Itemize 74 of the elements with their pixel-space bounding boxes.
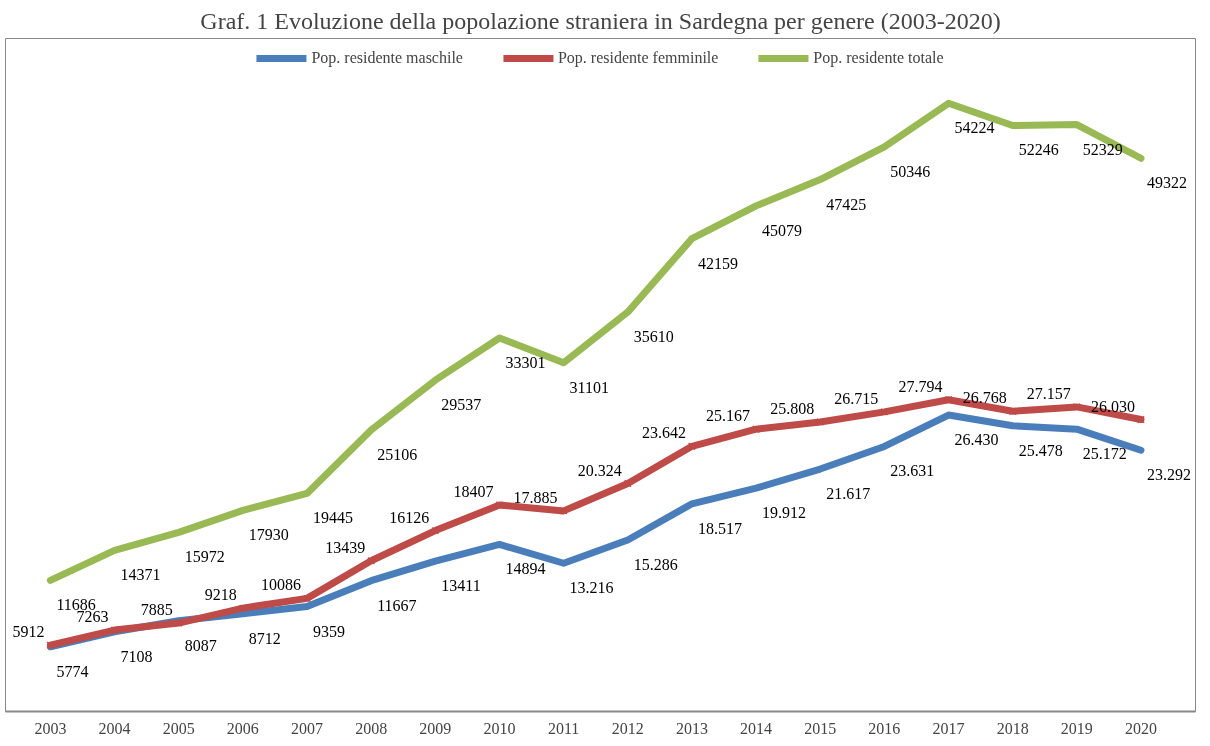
data-label: 8087 [184,636,217,654]
data-label: 47425 [826,195,867,213]
data-label: 52329 [1082,140,1123,158]
data-label: 26.715 [834,389,879,407]
data-label: 9218 [204,586,237,604]
data-label: 25.478 [1018,441,1063,459]
x-tick-label: 2004 [98,719,131,737]
data-label: 42159 [697,254,738,272]
data-label: 26.030 [1090,397,1135,415]
chart-title: Graf. 1 Evoluzione della popolazione straniera in Sardegna per genere (2003-2020) [200,7,1001,34]
legend-label: Pop. residente totale [813,49,944,67]
data-label: 25.172 [1082,445,1127,463]
legend-label: Pop. residente femminile [557,49,719,67]
data-label: 23.642 [641,424,686,442]
data-label: 27.157 [1026,384,1071,402]
data-label: 35610 [633,328,674,346]
x-tick-label: 2003 [34,719,67,737]
data-label: 18.517 [697,519,742,537]
data-label: 19.912 [762,504,807,522]
x-tick-label: 2019 [1060,719,1093,737]
x-tick-label: 2018 [996,719,1029,737]
data-label: 23.292 [1146,466,1191,484]
data-label: 8712 [248,629,281,647]
data-label: 33301 [505,353,546,371]
x-tick-label: 2012 [611,719,644,737]
data-label: 5912 [12,623,45,641]
x-tick-label: 2016 [868,719,901,737]
data-label: 13.216 [569,579,614,597]
x-tick-label: 2020 [1124,719,1157,737]
data-label: 18407 [453,483,494,501]
data-label: 54224 [954,119,995,137]
x-tick-label: 2015 [804,719,837,737]
x-tick-label: 2009 [419,719,452,737]
x-tick-label: 2010 [483,719,516,737]
data-label: 19445 [313,509,354,527]
x-tick-label: 2014 [740,719,773,737]
data-label: 25.167 [706,407,751,425]
data-label: 5774 [56,662,89,680]
data-label: 49322 [1146,174,1187,192]
data-label: 17.885 [513,488,558,506]
x-tick-label: 2017 [932,719,965,737]
x-tick-label: 2006 [226,719,259,737]
data-label: 27.794 [898,377,943,395]
data-label: 14371 [120,566,161,584]
data-label: 45079 [762,221,803,239]
data-label: 31101 [569,378,610,396]
x-tick-label: 2008 [355,719,388,737]
data-label: 50346 [890,162,931,180]
x-tick-label: 2005 [162,719,195,737]
data-label: 7885 [140,601,173,619]
x-tick-label: 2013 [675,719,708,737]
legend-label: Pop. residente maschile [311,49,463,67]
data-label: 14894 [505,560,546,578]
data-label: 29537 [441,396,482,414]
data-label: 13439 [325,538,366,556]
data-label: 13411 [441,577,481,595]
data-label: 9359 [313,622,346,640]
data-label: 26.430 [954,431,999,449]
data-label: 15972 [184,548,225,566]
data-label: 20.324 [577,461,622,479]
x-tick-label: 2011 [547,719,580,737]
data-label: 16126 [389,508,430,526]
data-label: 17930 [248,526,289,544]
data-label: 11667 [377,596,417,614]
data-label: 25106 [377,445,418,463]
data-label: 7108 [120,647,153,665]
data-label: 15.286 [633,556,678,574]
x-tick-label: 2007 [291,719,324,737]
data-label: 23.631 [890,462,935,480]
data-label: 26.768 [962,389,1007,407]
data-label: 21.617 [826,485,871,503]
data-label: 10086 [261,576,302,594]
data-label: 25.808 [770,400,815,418]
data-label: 52246 [1018,141,1059,159]
